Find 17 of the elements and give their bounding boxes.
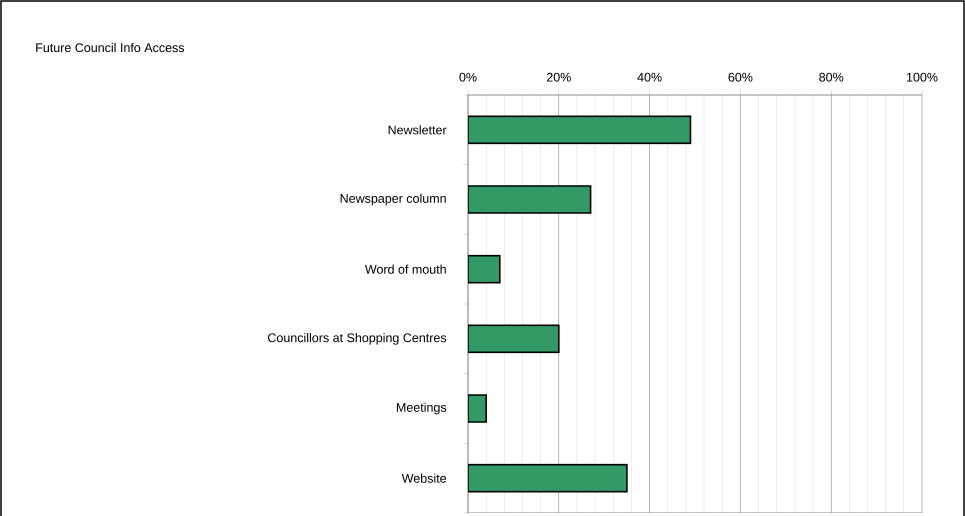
x-tick-label: 60% (728, 72, 752, 82)
y-tick-label: Word of mouth (364, 264, 446, 274)
y-tick-label: Meetings (396, 402, 446, 414)
y-tick-label: Newsletter (388, 125, 446, 134)
x-tick-label: 80% (819, 72, 844, 82)
bar (468, 185, 592, 214)
x-tick-label: 0% (459, 72, 477, 82)
x-tick-label: 20% (546, 72, 571, 82)
x-tick-label: 40% (637, 72, 662, 82)
y-tick-label: Website (402, 474, 446, 483)
bar (468, 464, 628, 492)
bar (468, 116, 692, 144)
y-tick-label: Councillors at Shopping Centres (268, 333, 446, 345)
x-tick-label: 100% (906, 72, 938, 82)
y-tick-label: Newspaper column (340, 194, 446, 206)
bar (468, 324, 560, 354)
text: Future Council Info Access (36, 42, 184, 52)
